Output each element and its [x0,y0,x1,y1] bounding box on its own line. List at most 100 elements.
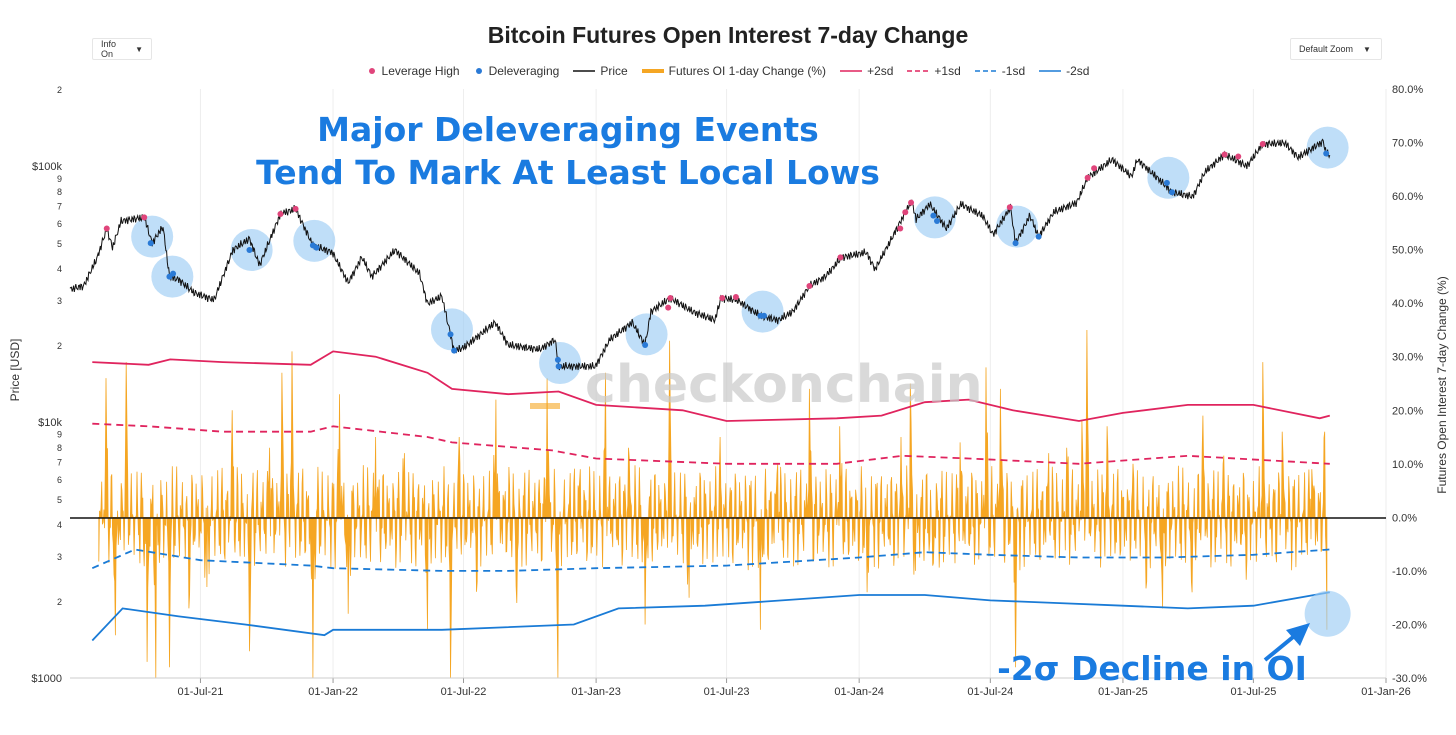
legend-symbol-p2sd-icon [840,66,863,76]
x-tick-label: 01-Jan-24 [834,686,884,698]
y-left-tick-label: 5 [57,239,62,249]
y-right-tick-label: 0.0% [1392,512,1417,524]
watermark-layer: checkonchain [530,355,983,415]
legend-label-m2sd: -2sd [1066,64,1090,78]
minus-1sd-line [91,548,1330,572]
y-left-tick-label: 2 [57,85,62,95]
y-left-tick-label: 6 [57,219,62,229]
leverage-high-point [1259,140,1266,147]
leverage-high-point [667,295,674,302]
deleveraging-point [1163,179,1170,186]
y-left-tick-label: 5 [57,495,62,505]
y-left-tick-label: 2 [57,597,62,607]
deleveraging-point [447,331,454,338]
highlight-circle [1147,156,1190,199]
headline-line-2: Tend To Mark At Least Local Lows [256,153,880,192]
x-tick-label: 01-Jul-24 [967,686,1013,698]
legend-item-oi[interactable]: Futures OI 1-day Change (%) [641,64,827,78]
y-right-label: Futures Open Interest 7-day Change (%) [1435,276,1449,493]
highlight-circle [741,290,784,333]
axis-layer: 01-Jul-21 01-Jan-22 01-Jul-22 01-Jan-23 01-J… [31,84,1427,698]
plus-1sd-line [92,422,1330,465]
y-right-tick-label: 10.0% [1392,459,1423,471]
legend-label-p2sd: +2sd [867,64,894,78]
y-right-tick-label: 30.0% [1392,352,1423,364]
legend-item-p2sd[interactable]: +2sd [840,64,893,78]
x-tick-label: 01-Jul-25 [1230,686,1276,698]
leverage-high-point [719,295,726,302]
dropdown-arrow-icon: ▼ [135,44,143,54]
y-right-tick-label: -10.0% [1392,566,1427,578]
legend-item-p1sd[interactable]: +1sd [907,64,961,78]
highlight-circle [1304,590,1351,637]
info-toggle-dropdown[interactable]: Info On ▼ [92,38,152,60]
legend-symbol-delev-icon [474,66,484,76]
y-left-tick-label: 7 [57,458,62,468]
deleveraging-point [246,246,253,253]
oi-layer [98,329,1328,679]
legend-item-m1sd[interactable]: -1sd [974,64,1026,78]
minus-2sd-line [91,591,1330,642]
y-left-tick-label: $100k [32,161,62,173]
leverage-high-point [1235,153,1242,160]
deleveraging-point [934,218,941,225]
leverage-high-point [732,293,739,300]
y-right-tick-label: -30.0% [1392,673,1427,685]
leverage-high-point [897,225,904,232]
y-left-tick-label: 4 [57,520,62,530]
watermark-underline [530,403,560,409]
leverage-high-point [1084,174,1091,181]
legend-item-price[interactable]: Price [573,64,628,78]
y-left-tick-label: $10k [38,417,62,429]
x-tick-label: 01-Jul-21 [178,686,224,698]
chart-legend: Leverage High Deleveraging Price Futures OI… [0,64,1456,78]
leverage-high-point [1091,165,1098,172]
legend-symbol-price-icon [573,66,596,76]
legend-item-delev[interactable]: Deleveraging [474,64,559,78]
x-tick-label: 01-Jul-22 [441,686,487,698]
watermark-text: checkonchain [585,355,983,415]
leverage-high-point [103,225,110,232]
y-left-tick-label: 2 [57,341,62,351]
leverage-high-point [806,282,813,289]
deleveraging-point [170,270,177,277]
y-right-tick-label: 70.0% [1392,138,1423,150]
deleveraging-point [555,363,562,370]
zoom-label: Default Zoom [1299,44,1354,54]
y-left-tick-label: 3 [57,296,62,306]
legend-symbol-oi-icon [641,66,664,76]
leverage-high-point [837,254,844,261]
plus-2sd-line [92,350,1331,422]
leverage-high-point [908,199,915,206]
zoom-dropdown[interactable]: Default Zoom ▼ [1290,38,1382,60]
leverage-high-point [902,209,909,216]
point-layer [103,140,1330,370]
oi-change-area [98,329,1328,679]
deleveraging-point [1168,189,1175,196]
y-left-tick-label: 9 [57,430,62,440]
deleveraging-point [1012,240,1019,247]
grid-layer [199,89,1387,678]
info-toggle-label: Info On [101,39,117,59]
legend-symbol-lev_high-icon [367,66,377,76]
y-left-tick-label: 8 [57,443,62,453]
x-tick-label: 01-Jan-26 [1361,686,1411,698]
y-left-tick-label: 7 [57,202,62,212]
legend-label-price: Price [600,64,628,78]
legend-symbol-m2sd-icon [1039,66,1062,76]
legend-item-m2sd[interactable]: -2sd [1039,64,1089,78]
headline-line-1: Major Deleveraging Events [317,110,819,149]
highlight-circle [1306,126,1349,169]
x-tick-label: 01-Jan-25 [1098,686,1148,698]
legend-label-m1sd: -1sd [1001,64,1026,78]
deleveraging-point [930,212,937,219]
legend-label-oi: Futures OI 1-day Change (%) [668,64,827,78]
legend-item-lev_high[interactable]: Leverage High [367,64,460,78]
legend-symbol-p1sd-icon [907,66,930,76]
deleveraging-point [451,347,458,354]
y-right-tick-label: 20.0% [1392,405,1423,417]
x-tick-label: 01-Jan-22 [308,686,358,698]
dropdown-arrow-icon: ▼ [1363,44,1371,54]
y-right-tick-label: 50.0% [1392,245,1423,257]
